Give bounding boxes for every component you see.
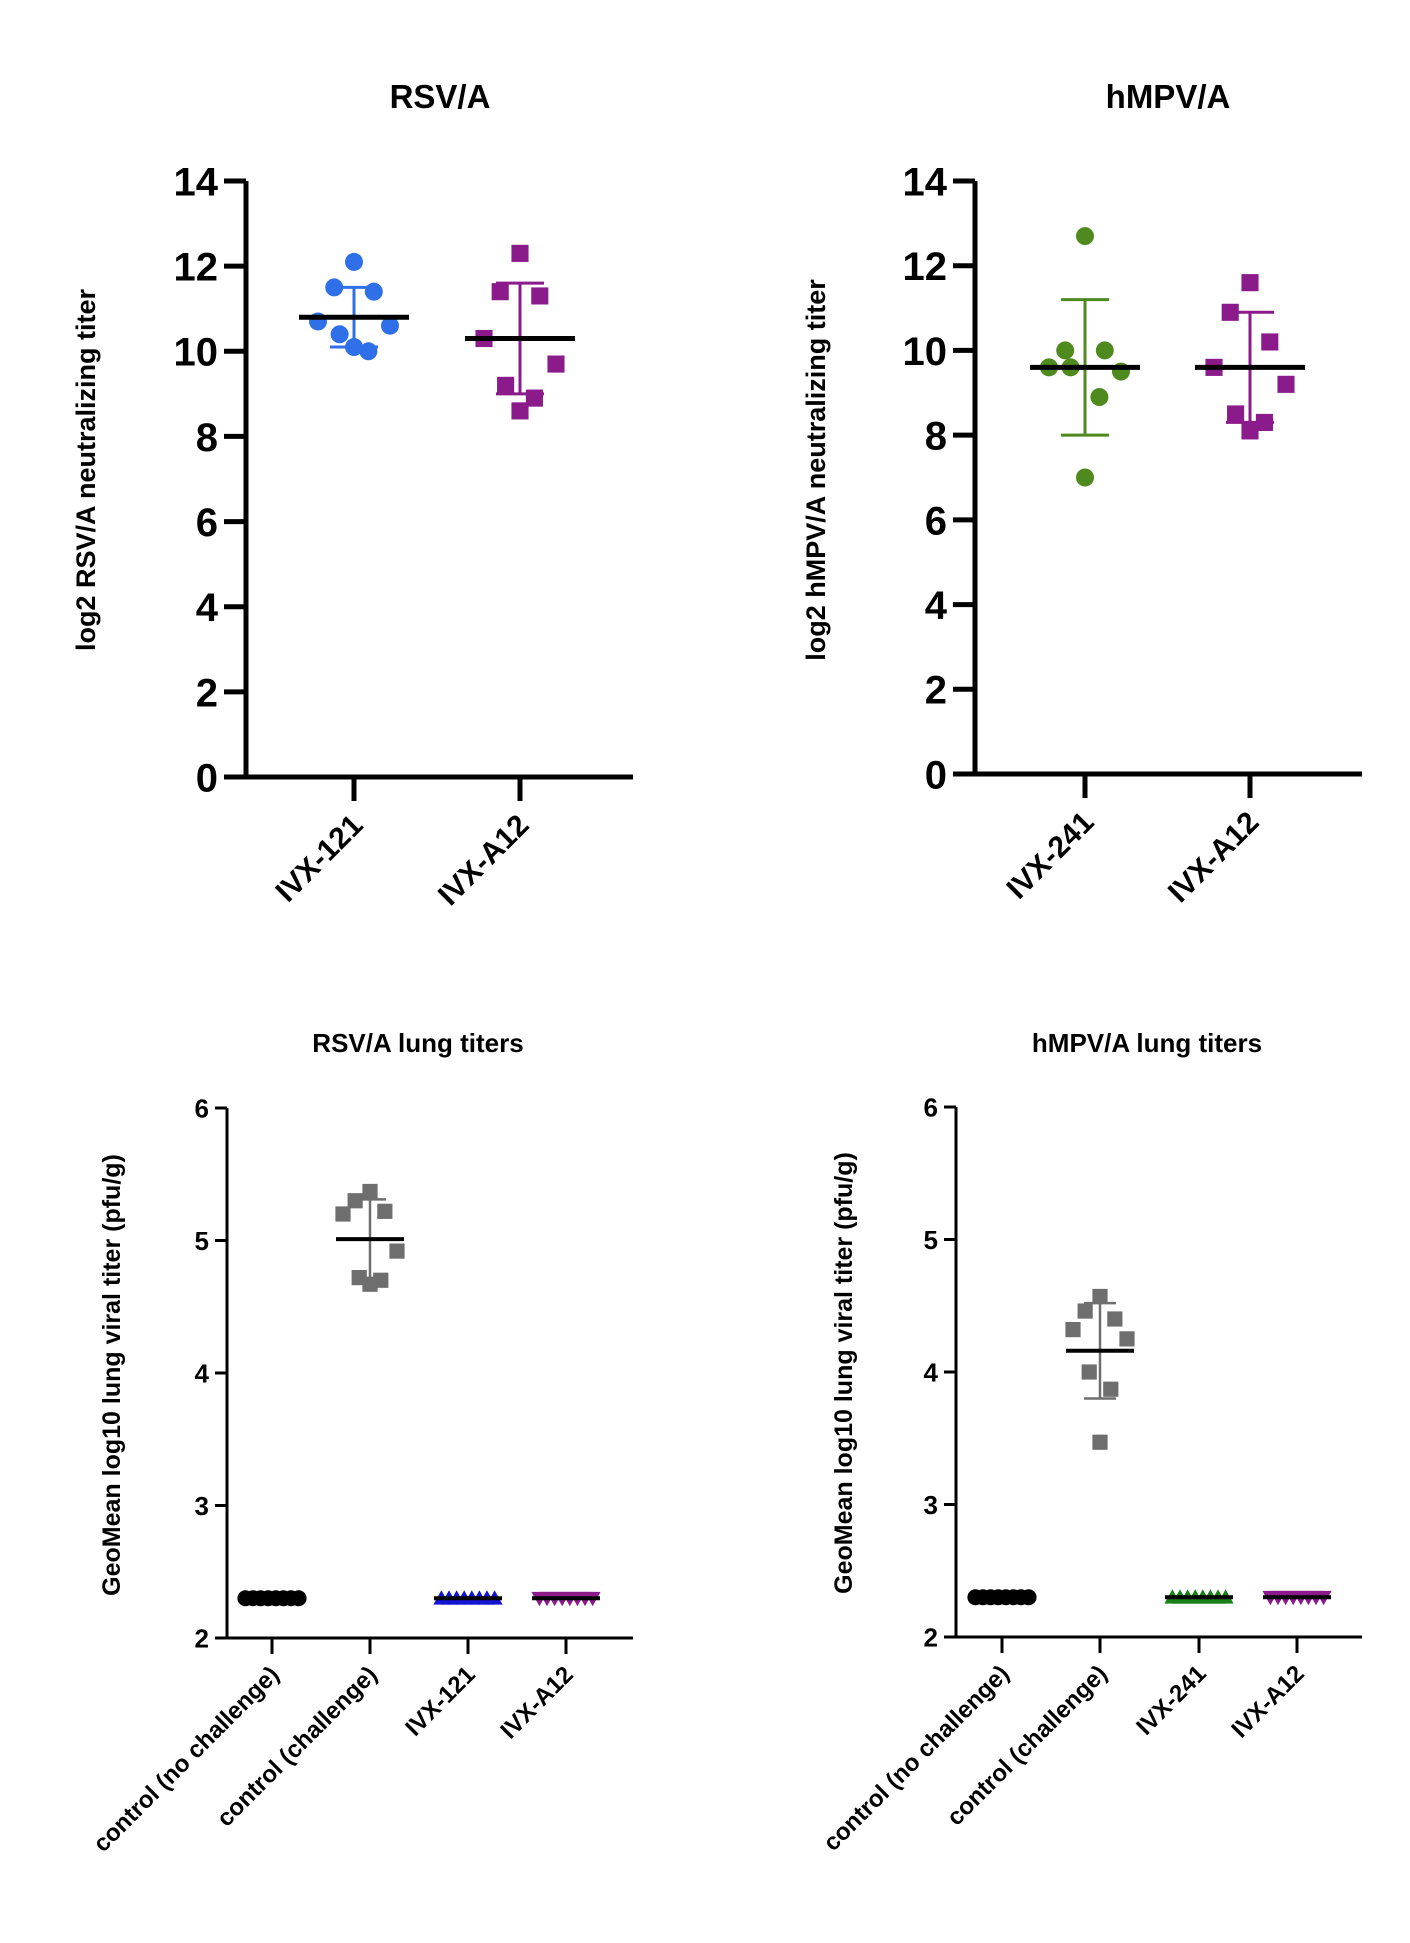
y-tick-label: 10 [174,331,219,375]
chart-title: hMPV/A lung titers [1032,1028,1262,1058]
data-point [347,1193,363,1209]
y-tick-label: 6 [924,1092,938,1122]
series-ivx-241 [1030,227,1140,487]
data-point [330,325,349,344]
data-point [364,282,383,301]
data-point [1092,1434,1108,1450]
rsv-neutralizing-panel: RSV/A log2 RSV/A neutralizing titer 0 2 4 6 8 1… [71,78,633,912]
y-tick-label: 3 [195,1491,209,1521]
y-tick-label: 2 [925,669,947,713]
y-tick-label: 2 [196,671,218,715]
series-control-no-challenge [237,1590,307,1607]
x-category-label-ivx-241: IVX-241 [1000,806,1100,906]
data-point [1241,274,1259,292]
hmpv-neutralizing-panel: hMPV/A log2 hMPV/A neutralizing titer 0 2 4 6… [801,78,1362,909]
x-category-label-ivx-a12: IVX-A12 [1162,806,1266,910]
y-tick-label: 2 [195,1623,209,1653]
data-point [1241,422,1259,440]
data-point [1076,468,1094,487]
y-tick-label: 8 [925,415,947,459]
x-category-label-control-challenge: control (challenge) [212,1661,383,1832]
y-tick-label: 4 [925,584,948,628]
y-tick-label: 0 [925,753,947,797]
data-point [1090,388,1109,407]
x-category-label-ivx-a12: IVX-A12 [1226,1660,1309,1743]
x-category-label-control-no-challenge: control (no challenge) [818,1660,1014,1856]
y-tick-label: 12 [174,246,219,290]
data-point [377,1203,393,1219]
data-point [547,355,565,373]
y-tick-label: 6 [196,501,218,545]
y-tick-label: 8 [196,416,218,460]
data-point [1227,405,1245,423]
data-point [362,1183,378,1200]
series-ivx-a12 [531,1591,601,1607]
series-ivx-a12 [1262,1590,1332,1606]
y-tick-label: 12 [903,245,948,289]
data-point [1056,341,1075,360]
y-axis-label: GeoMean log10 lung viral titer (pfu/g) [830,1152,858,1594]
y-axis-label: log2 hMPV/A neutralizing titer [801,279,831,661]
y-tick-label: 5 [195,1226,209,1256]
y-tick-label: 6 [925,499,947,543]
y-tick-label: 4 [924,1357,939,1387]
y-tick-label: 3 [924,1490,938,1520]
y-axis-label: log2 RSV/A neutralizing titer [71,288,101,651]
series-ivx-121 [299,252,409,361]
x-category-label-control-challenge: control (challenge) [942,1660,1113,1831]
y-tick-label: 2 [924,1622,938,1652]
y-tick-label: 10 [903,330,948,374]
chart-title: RSV/A lung titers [312,1028,523,1058]
data-point [1107,1311,1123,1327]
series-control-no-challenge [967,1589,1037,1606]
data-point [511,402,529,420]
data-point [1076,227,1094,246]
x-category-label-ivx-121: IVX-121 [269,809,369,909]
y-tick-label: 6 [195,1093,209,1123]
y-axis-label: GeoMean log10 lung viral titer (pfu/g) [98,1154,126,1596]
data-point [511,244,529,262]
x-category-label-ivx-a12: IVX-A12 [432,809,536,913]
data-point [531,287,549,305]
x-category-label-control-no-challenge: control (no challenge) [88,1661,284,1857]
data-point [1092,1288,1108,1305]
data-point [1261,333,1279,351]
series-ivx-a12 [1195,274,1305,440]
data-point [381,316,399,335]
y-tick-label: 0 [196,756,218,800]
data-point [345,252,363,271]
chart-title: hMPV/A [1106,78,1231,115]
rsv-lung-titers-panel: RSV/A lung titers GeoMean log10 lung vira… [88,1028,633,1858]
series-ivx-241 [1164,1589,1234,1604]
data-point [1103,1381,1119,1397]
data-point [1277,375,1295,393]
chart-title: RSV/A [390,78,491,115]
data-point [335,1206,351,1222]
x-category-label-ivx-121: IVX-121 [400,1661,480,1741]
data-point [389,1243,405,1259]
series-control-challenge [1065,1288,1135,1450]
data-point [1065,1322,1081,1338]
series-ivx-a12 [465,244,575,420]
x-category-label-ivx-a12: IVX-A12 [495,1661,578,1744]
series-control-challenge [335,1183,405,1292]
data-point [1081,1364,1097,1380]
data-point [1119,1331,1135,1347]
data-point [491,283,509,301]
y-tick-label: 5 [924,1225,938,1255]
y-tick-label: 14 [174,160,219,204]
y-tick-label: 4 [196,586,219,630]
data-point [1077,1303,1093,1319]
data-point [497,376,515,394]
y-tick-label: 4 [195,1358,210,1388]
hmpv-lung-titers-panel: hMPV/A lung titers GeoMean log10 lung vir… [818,1028,1362,1857]
x-category-label-ivx-241: IVX-241 [1131,1660,1211,1740]
data-point [1095,341,1114,360]
series-ivx-121 [433,1590,503,1605]
data-point [362,1276,378,1292]
y-tick-label: 14 [903,160,948,204]
